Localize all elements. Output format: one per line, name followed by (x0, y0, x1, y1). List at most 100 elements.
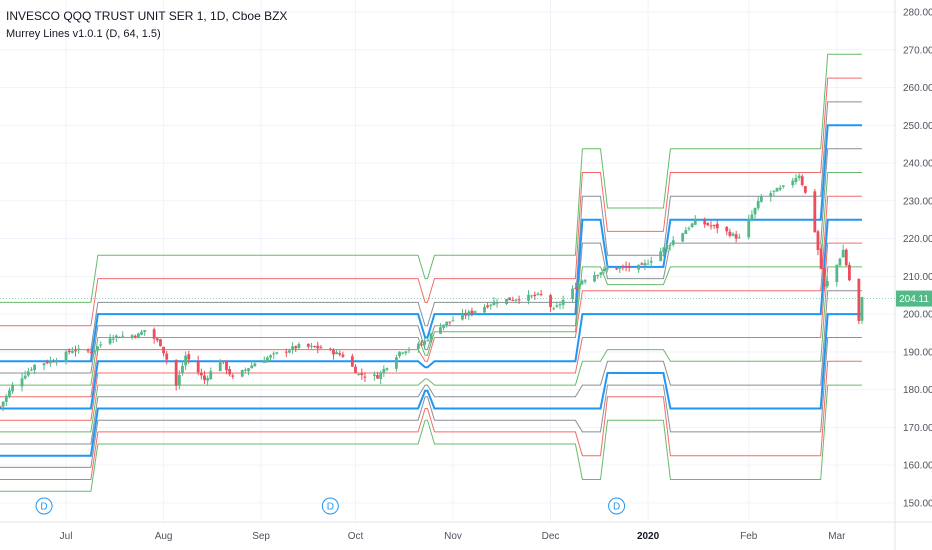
dividend-marker-circle[interactable] (608, 497, 626, 515)
candle (461, 308, 464, 321)
candle-body (319, 347, 323, 349)
candle (118, 336, 121, 338)
candle (489, 303, 493, 310)
candle (96, 345, 99, 356)
candle (26, 367, 30, 378)
candle (426, 337, 430, 342)
candle (690, 222, 694, 228)
candle (841, 244, 845, 258)
candle-body (451, 320, 455, 322)
candle-body (121, 335, 125, 337)
candle (492, 297, 496, 306)
dividend-marker[interactable]: D (321, 497, 339, 515)
candle-body (693, 219, 697, 225)
candle-body (155, 338, 159, 341)
candle-body (470, 310, 474, 314)
candle-body (243, 369, 247, 371)
candle (272, 351, 276, 360)
candle (111, 334, 115, 344)
candle-body (527, 294, 530, 301)
candle (649, 256, 653, 267)
candle (350, 353, 354, 368)
candle-body (665, 245, 669, 249)
candle (558, 301, 562, 310)
candle-body (813, 191, 817, 233)
candle (269, 354, 272, 361)
candle (121, 331, 125, 338)
candle-body (483, 306, 486, 313)
symbol-title[interactable]: INVESCO QQQ TRUST UNIT SER 1, 1D, Cboe B… (6, 9, 288, 23)
candle (275, 351, 279, 355)
candle (177, 370, 181, 390)
candle (108, 333, 112, 345)
candle (225, 360, 228, 375)
candle-body (266, 357, 269, 362)
candle (52, 358, 55, 363)
price-tick-label: 220.00 (903, 234, 932, 245)
chart-legend: INVESCO QQQ TRUST UNIT SER 1, 1D, Cboe B… (6, 9, 287, 41)
candle (133, 334, 137, 339)
candle (231, 373, 235, 379)
dividend-marker-circle[interactable] (35, 497, 53, 515)
candle-body (822, 268, 826, 287)
candle-body (489, 304, 493, 306)
candle-body (77, 348, 81, 351)
candle (835, 264, 839, 287)
dividend-marker[interactable]: D (35, 497, 53, 515)
candle-body (313, 346, 316, 348)
candle (181, 361, 184, 376)
dividend-marker-circle[interactable] (321, 497, 339, 515)
candle-body (407, 349, 411, 351)
murrey-level-9 (0, 242, 862, 421)
candle-body (747, 219, 751, 238)
candle (262, 356, 266, 364)
candle (203, 370, 206, 384)
candle (737, 233, 741, 239)
candle (747, 214, 751, 240)
candle-body (218, 360, 222, 372)
candle-body (253, 363, 257, 367)
candle-body (209, 371, 213, 380)
candle (571, 285, 574, 303)
candle-body (725, 226, 729, 232)
dividend-marker-label: D (613, 502, 620, 513)
candle-body (20, 378, 24, 387)
candle (803, 185, 807, 194)
candle (816, 229, 820, 256)
candle (382, 365, 386, 378)
candle (486, 302, 490, 309)
candle (143, 329, 147, 337)
candle-body (442, 324, 445, 328)
indicator-label[interactable]: Murrey Lines v1.0.1 (D, 64, 1.5) (6, 28, 161, 40)
price-axis[interactable]: 280.00 270.00 260.00 250.00 240.00 230.00 220.… (894, 0, 932, 550)
candle-body (448, 321, 452, 323)
candle-body (671, 240, 675, 245)
candle-body (30, 369, 33, 371)
candle-body (137, 333, 140, 339)
candle-body (514, 299, 518, 301)
candle-body (495, 302, 499, 304)
candle-body (561, 299, 565, 305)
candle-body (70, 351, 74, 353)
candle (42, 362, 46, 371)
candle (360, 368, 364, 380)
candle-body (706, 223, 710, 226)
candle-body (404, 351, 408, 354)
candle-body (111, 338, 115, 340)
candle-body (640, 263, 644, 265)
candle-body (549, 295, 552, 308)
candle-body (848, 264, 851, 281)
candle (420, 340, 423, 346)
candle-body (118, 336, 121, 338)
candle-body (174, 359, 178, 386)
dividend-marker[interactable]: D (608, 497, 626, 515)
candle (115, 334, 118, 342)
candle-body (385, 368, 389, 370)
candle (759, 194, 763, 203)
candle-body (297, 344, 301, 348)
time-axis[interactable]: Jul Aug Sep Oct Nov Dec 2020 Feb Mar (0, 521, 932, 542)
candle-body (593, 275, 596, 282)
